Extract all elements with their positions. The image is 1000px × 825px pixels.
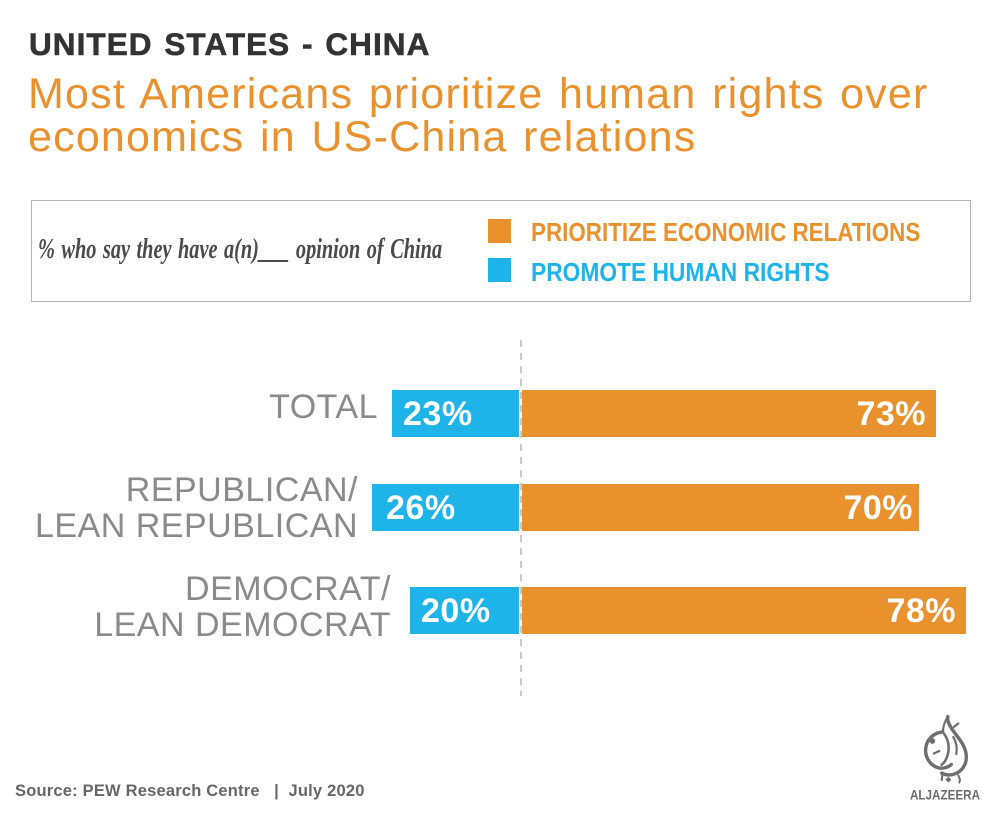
svg-text:ALJAZEERA: ALJAZEERA <box>910 787 980 803</box>
